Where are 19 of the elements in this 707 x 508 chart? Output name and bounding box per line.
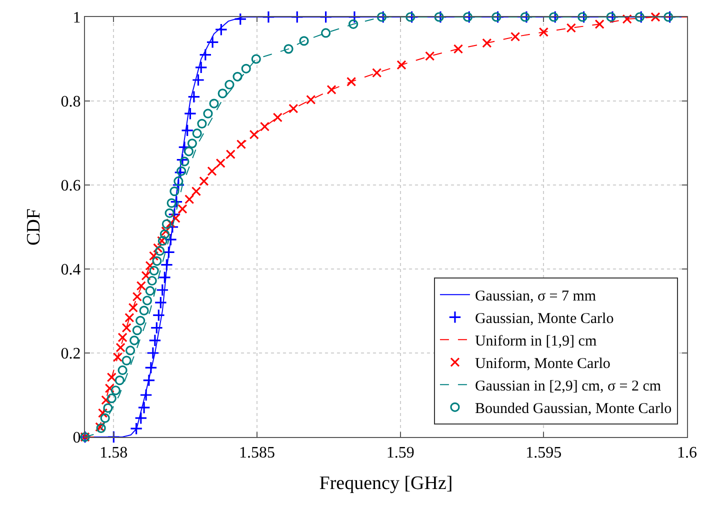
legend-label: Gaussian, σ = 7 mm: [474, 288, 596, 304]
legend-label: Uniform in [1,9] cm: [474, 334, 597, 350]
y-tick-label: 0.2: [60, 346, 81, 363]
legend-label: Gaussian in [2,9] cm, σ = 2 cm: [474, 378, 662, 394]
x-tick-label: 1.595: [526, 444, 562, 462]
legend-label: Gaussian, Monte Carlo: [474, 311, 614, 327]
legend-label: Uniform, Monte Carlo: [474, 356, 610, 372]
x-tick-label: 1.59: [386, 444, 414, 462]
y-tick-label: 0: [72, 430, 81, 447]
y-axis-title: CDF: [24, 208, 45, 246]
x-tick-label: 1.58: [100, 444, 128, 462]
x-tick-label: 1.585: [239, 444, 275, 462]
y-tick-label: 1: [72, 10, 81, 27]
y-tick-label: 0.6: [60, 178, 81, 195]
legend-label: Bounded Gaussian, Monte Carlo: [474, 401, 672, 417]
x-axis-title: Frequency [GHz]: [319, 473, 453, 494]
y-tick-label: 0.4: [60, 262, 81, 279]
y-tick-label: 0.8: [60, 94, 81, 111]
x-tick-label: 1.6: [677, 444, 697, 462]
